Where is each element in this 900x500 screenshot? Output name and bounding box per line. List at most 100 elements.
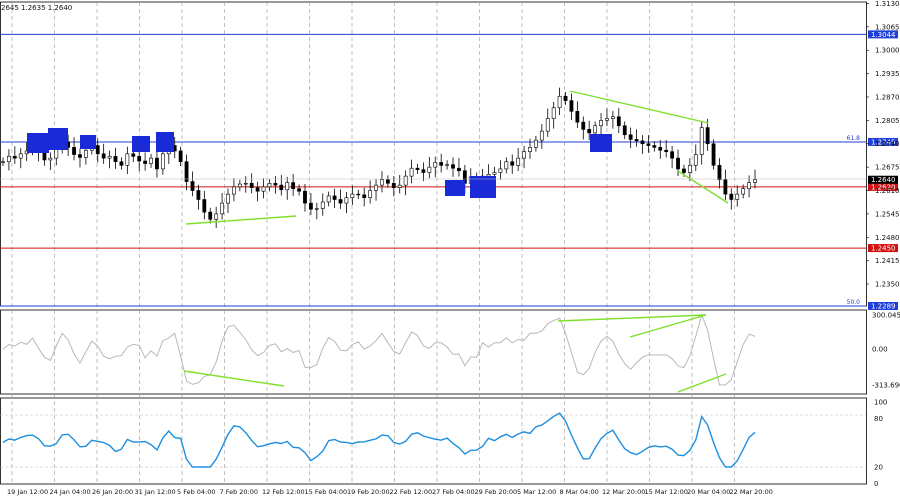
candle-body [723,179,728,195]
pattern-markers [27,128,612,198]
candle-body [273,183,278,186]
time-tick-label: 12 Feb 12:00 [262,488,305,496]
level-label-box [868,182,898,191]
time-tick-label: 15 Feb 04:00 [305,488,348,496]
candle-body [409,167,414,177]
pattern-marker [48,128,68,150]
candle-body [214,213,219,220]
candle-body [149,157,153,164]
level-label-box [868,137,898,146]
time-tick-label: 5 Mar 12:00 [517,488,556,496]
candle-body [113,156,118,163]
cci-indicator-panel[interactable]: 300.0454 0.00 -313.696 [2,312,900,393]
price-tick-label: 1.3130 [875,0,900,8]
candle-body [42,152,47,161]
candle-body [634,139,639,142]
candle-body [545,118,550,132]
candle-body [717,165,722,181]
candle-body [699,127,704,155]
candle-body [83,149,88,158]
price-tick-label: 1.2805 [875,117,900,125]
candle-body [190,181,195,191]
candle-body [314,208,319,210]
candle-body [220,202,224,215]
candle-body [95,145,100,155]
trendline [677,373,727,393]
candle-body [232,186,236,195]
candle-body [457,167,461,172]
candle-body [753,179,757,183]
cci-axis: 300.0454 0.00 -313.696 [872,312,900,390]
candle-body [267,183,272,188]
cci-tick-label: 0.00 [872,346,888,354]
candle-body [693,154,698,166]
candle-body [309,202,313,210]
candle-body [391,183,396,188]
candle-body [362,194,367,199]
price-tick-label: 1.2545 [875,210,900,218]
price-panel[interactable]: 61.850.0 1.30441.27451.26201.24501.22891… [0,0,900,311]
time-tick-label: 7 Feb 20:00 [220,488,259,496]
trendline [629,314,707,338]
time-tick-label: 8 Mar 04:00 [560,488,599,496]
candle-body [516,157,521,166]
candle-body [184,161,189,182]
candle-body [261,186,266,192]
horizontal-levels[interactable]: 61.8 50.0 [0,33,866,307]
candle-body [415,167,420,170]
rsi-axis: 100 80 20 0 [874,399,887,488]
candle-body [344,197,349,204]
time-tick-label: 24 Jan 04:00 [50,488,91,496]
candle-body [78,154,82,158]
candle-body [237,183,242,188]
candle-body [125,153,130,166]
rsi-tick-label: 0 [874,480,878,488]
candle-body [534,139,538,148]
rsi-indicator-panel[interactable]: 100 80 20 0 [0,399,887,488]
candle-body [131,153,136,157]
candle-body [48,157,53,161]
cci-tick-label: -313.696 [872,382,900,390]
candle-body [196,190,201,200]
candle-body [522,151,526,159]
candle-body [747,182,751,190]
grid-lines [11,2,735,484]
candle-body [178,150,183,163]
candle-body [12,156,17,159]
candle-body [374,184,378,191]
price-tick-label: 1.3000 [875,47,900,55]
candle-body [397,184,402,188]
candlestick-series [1,87,757,228]
current-price-box [868,175,898,184]
candle-body [1,161,5,163]
candle-body [338,199,343,204]
candle-body [575,111,580,123]
candle-body [729,193,734,200]
candle-body [155,157,159,170]
rsi-line [2,412,756,468]
price-tick-label: 1.2870 [875,93,900,101]
trendline [677,170,729,204]
cci-trendlines [183,314,727,393]
rsi-tick-label: 100 [874,399,887,407]
candle-body [421,169,426,173]
panel-frames [0,1,867,485]
price-tick-label: 1.2350 [875,281,900,289]
candle-body [682,168,686,173]
candle-body [741,188,746,195]
time-tick-label: 5 Feb 04:00 [177,488,216,496]
candle-body [451,164,455,169]
level-label: 1.2745 [871,138,896,146]
candle-body [226,193,230,204]
candle-body [670,151,675,159]
candle-body [285,182,290,191]
candle-body [705,127,710,145]
candle-body [676,157,680,170]
candle-body [652,145,657,148]
price-tick-label: 1.3065 [875,23,900,31]
candle-body [279,184,284,191]
candle-body [593,125,598,134]
candle-body [569,100,574,112]
candle-body [160,153,165,170]
